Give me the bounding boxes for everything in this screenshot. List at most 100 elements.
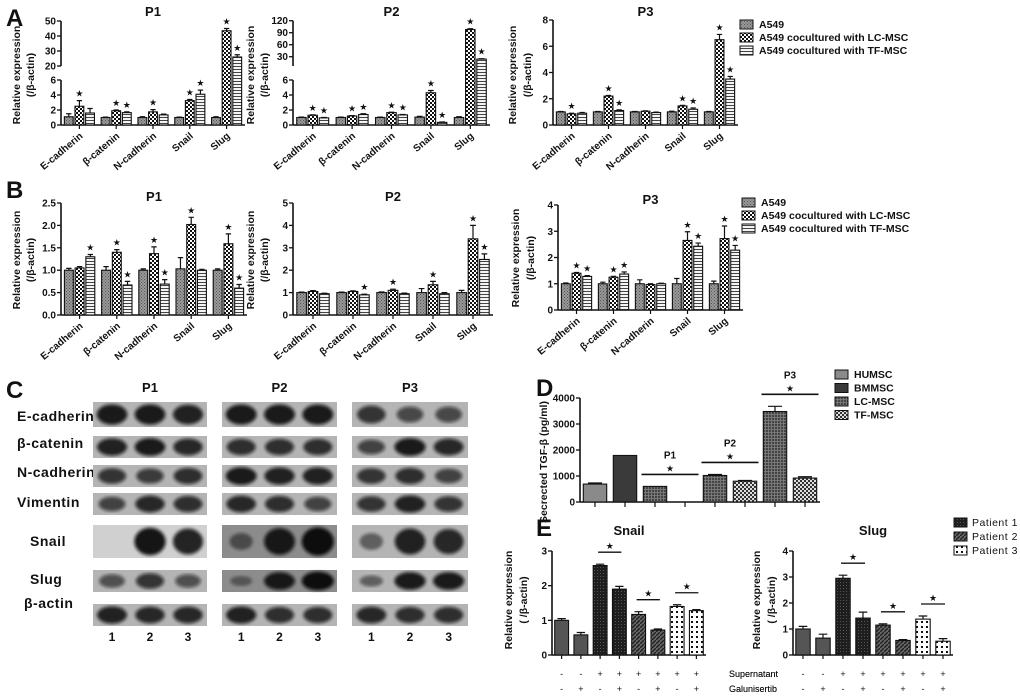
chart-title: P1 bbox=[145, 4, 161, 19]
significance-star: ★ bbox=[786, 384, 794, 394]
blot-band bbox=[96, 438, 128, 456]
y-axis-label: (/β-actin) bbox=[259, 53, 271, 97]
bar bbox=[895, 639, 911, 656]
significance-star: ★ bbox=[123, 101, 131, 111]
supernatant-sign: + bbox=[636, 669, 641, 679]
y-tick-label: 0 bbox=[282, 121, 288, 132]
bar bbox=[732, 480, 758, 503]
blot-band bbox=[172, 528, 204, 555]
blot-band bbox=[136, 468, 164, 484]
error-bar bbox=[605, 94, 612, 97]
significance-star: ★ bbox=[726, 65, 734, 75]
chart-title: P2 bbox=[385, 189, 401, 204]
bar bbox=[414, 116, 425, 126]
supernatant-sign: - bbox=[560, 669, 563, 679]
significance-star: ★ bbox=[360, 283, 368, 293]
chart-a-p1: 0 2 4 6 20 30 40 50 P1 Relative expression (/β-act… bbox=[11, 4, 245, 173]
bar bbox=[318, 117, 330, 126]
error-bar bbox=[653, 628, 663, 631]
blot-band bbox=[173, 438, 203, 456]
error-bar bbox=[418, 287, 425, 293]
error-bar bbox=[401, 292, 408, 294]
bar bbox=[582, 483, 608, 503]
error-bar bbox=[223, 27, 230, 31]
blot-band bbox=[229, 533, 253, 550]
significance-star: ★ bbox=[309, 104, 317, 114]
bracket-label: P1 bbox=[664, 450, 677, 461]
supernatant-sign: + bbox=[617, 669, 622, 679]
error-bar bbox=[441, 292, 448, 294]
error-bar bbox=[838, 574, 848, 579]
y-tick-label: 0 bbox=[282, 311, 288, 322]
bar bbox=[175, 268, 186, 316]
x-tick-label: Snail bbox=[170, 131, 196, 155]
legend-label: A549 cocultured with TF-MSC bbox=[761, 223, 910, 235]
bar bbox=[762, 410, 788, 503]
blot-band bbox=[173, 467, 203, 485]
blot-row-label: Slug bbox=[30, 571, 62, 587]
legend-swatch bbox=[834, 369, 849, 380]
blot-band bbox=[433, 438, 464, 456]
error-bar bbox=[573, 271, 580, 274]
bar bbox=[703, 111, 714, 126]
blot-band bbox=[226, 606, 257, 624]
error-bar bbox=[584, 275, 590, 277]
error-bar bbox=[669, 110, 675, 112]
blot-band bbox=[265, 495, 294, 513]
legend-swatch bbox=[953, 517, 968, 528]
blot-band bbox=[225, 404, 257, 425]
bar bbox=[619, 273, 630, 311]
significance-star: ★ bbox=[186, 89, 194, 99]
blot-band bbox=[357, 496, 386, 512]
error-bar bbox=[707, 473, 723, 476]
significance-star: ★ bbox=[644, 590, 652, 600]
error-bar bbox=[87, 107, 93, 113]
error-bar bbox=[658, 282, 664, 284]
legend-label: A549 cocultured with LC-MSC bbox=[761, 210, 911, 222]
bar bbox=[666, 111, 677, 126]
y-axis-label: ( /β-actin) bbox=[766, 576, 778, 623]
y-tick-label: 0.0 bbox=[42, 311, 56, 322]
blot-band bbox=[359, 533, 384, 550]
lane-number: 2 bbox=[407, 630, 414, 644]
error-bar bbox=[797, 476, 813, 479]
error-bar bbox=[637, 279, 643, 284]
significance-star: ★ bbox=[726, 452, 734, 462]
y-tick-label: 1 bbox=[782, 625, 788, 636]
panel-letter: D bbox=[536, 375, 553, 402]
error-bar bbox=[234, 54, 240, 57]
galunisertib-sign: - bbox=[676, 684, 679, 694]
x-tick-label: Slug bbox=[455, 321, 479, 343]
significance-star: ★ bbox=[620, 261, 628, 271]
bar bbox=[875, 624, 891, 656]
bar bbox=[63, 116, 74, 126]
galunisertib-sign: - bbox=[637, 684, 640, 694]
error-bar bbox=[124, 280, 131, 285]
blot-band bbox=[303, 438, 333, 456]
significance-star: ★ bbox=[224, 223, 232, 233]
bar bbox=[335, 116, 347, 126]
bar bbox=[671, 283, 682, 311]
y-tick-label: 4 bbox=[547, 201, 553, 212]
error-bar bbox=[634, 611, 643, 615]
supernatant-sign: - bbox=[579, 669, 582, 679]
y-tick-label: 2000 bbox=[553, 446, 576, 457]
y-tick-label: 2.0 bbox=[42, 221, 56, 232]
blot-band bbox=[264, 404, 295, 425]
lane-number: 1 bbox=[238, 630, 245, 644]
significance-star: ★ bbox=[466, 18, 474, 28]
y-tick-label: 2 bbox=[50, 106, 56, 117]
significance-star: ★ bbox=[348, 105, 356, 115]
significance-star: ★ bbox=[427, 80, 435, 90]
error-bar bbox=[236, 283, 242, 289]
y-tick-label: 50 bbox=[45, 17, 57, 28]
blot-band bbox=[172, 404, 204, 425]
x-tick-label: Slug bbox=[702, 131, 726, 153]
legend-label: A549 cocultured with TF-MSC bbox=[759, 45, 908, 57]
x-tick-label: Snail bbox=[411, 131, 437, 155]
error-bar bbox=[711, 280, 717, 284]
bar bbox=[347, 290, 359, 316]
